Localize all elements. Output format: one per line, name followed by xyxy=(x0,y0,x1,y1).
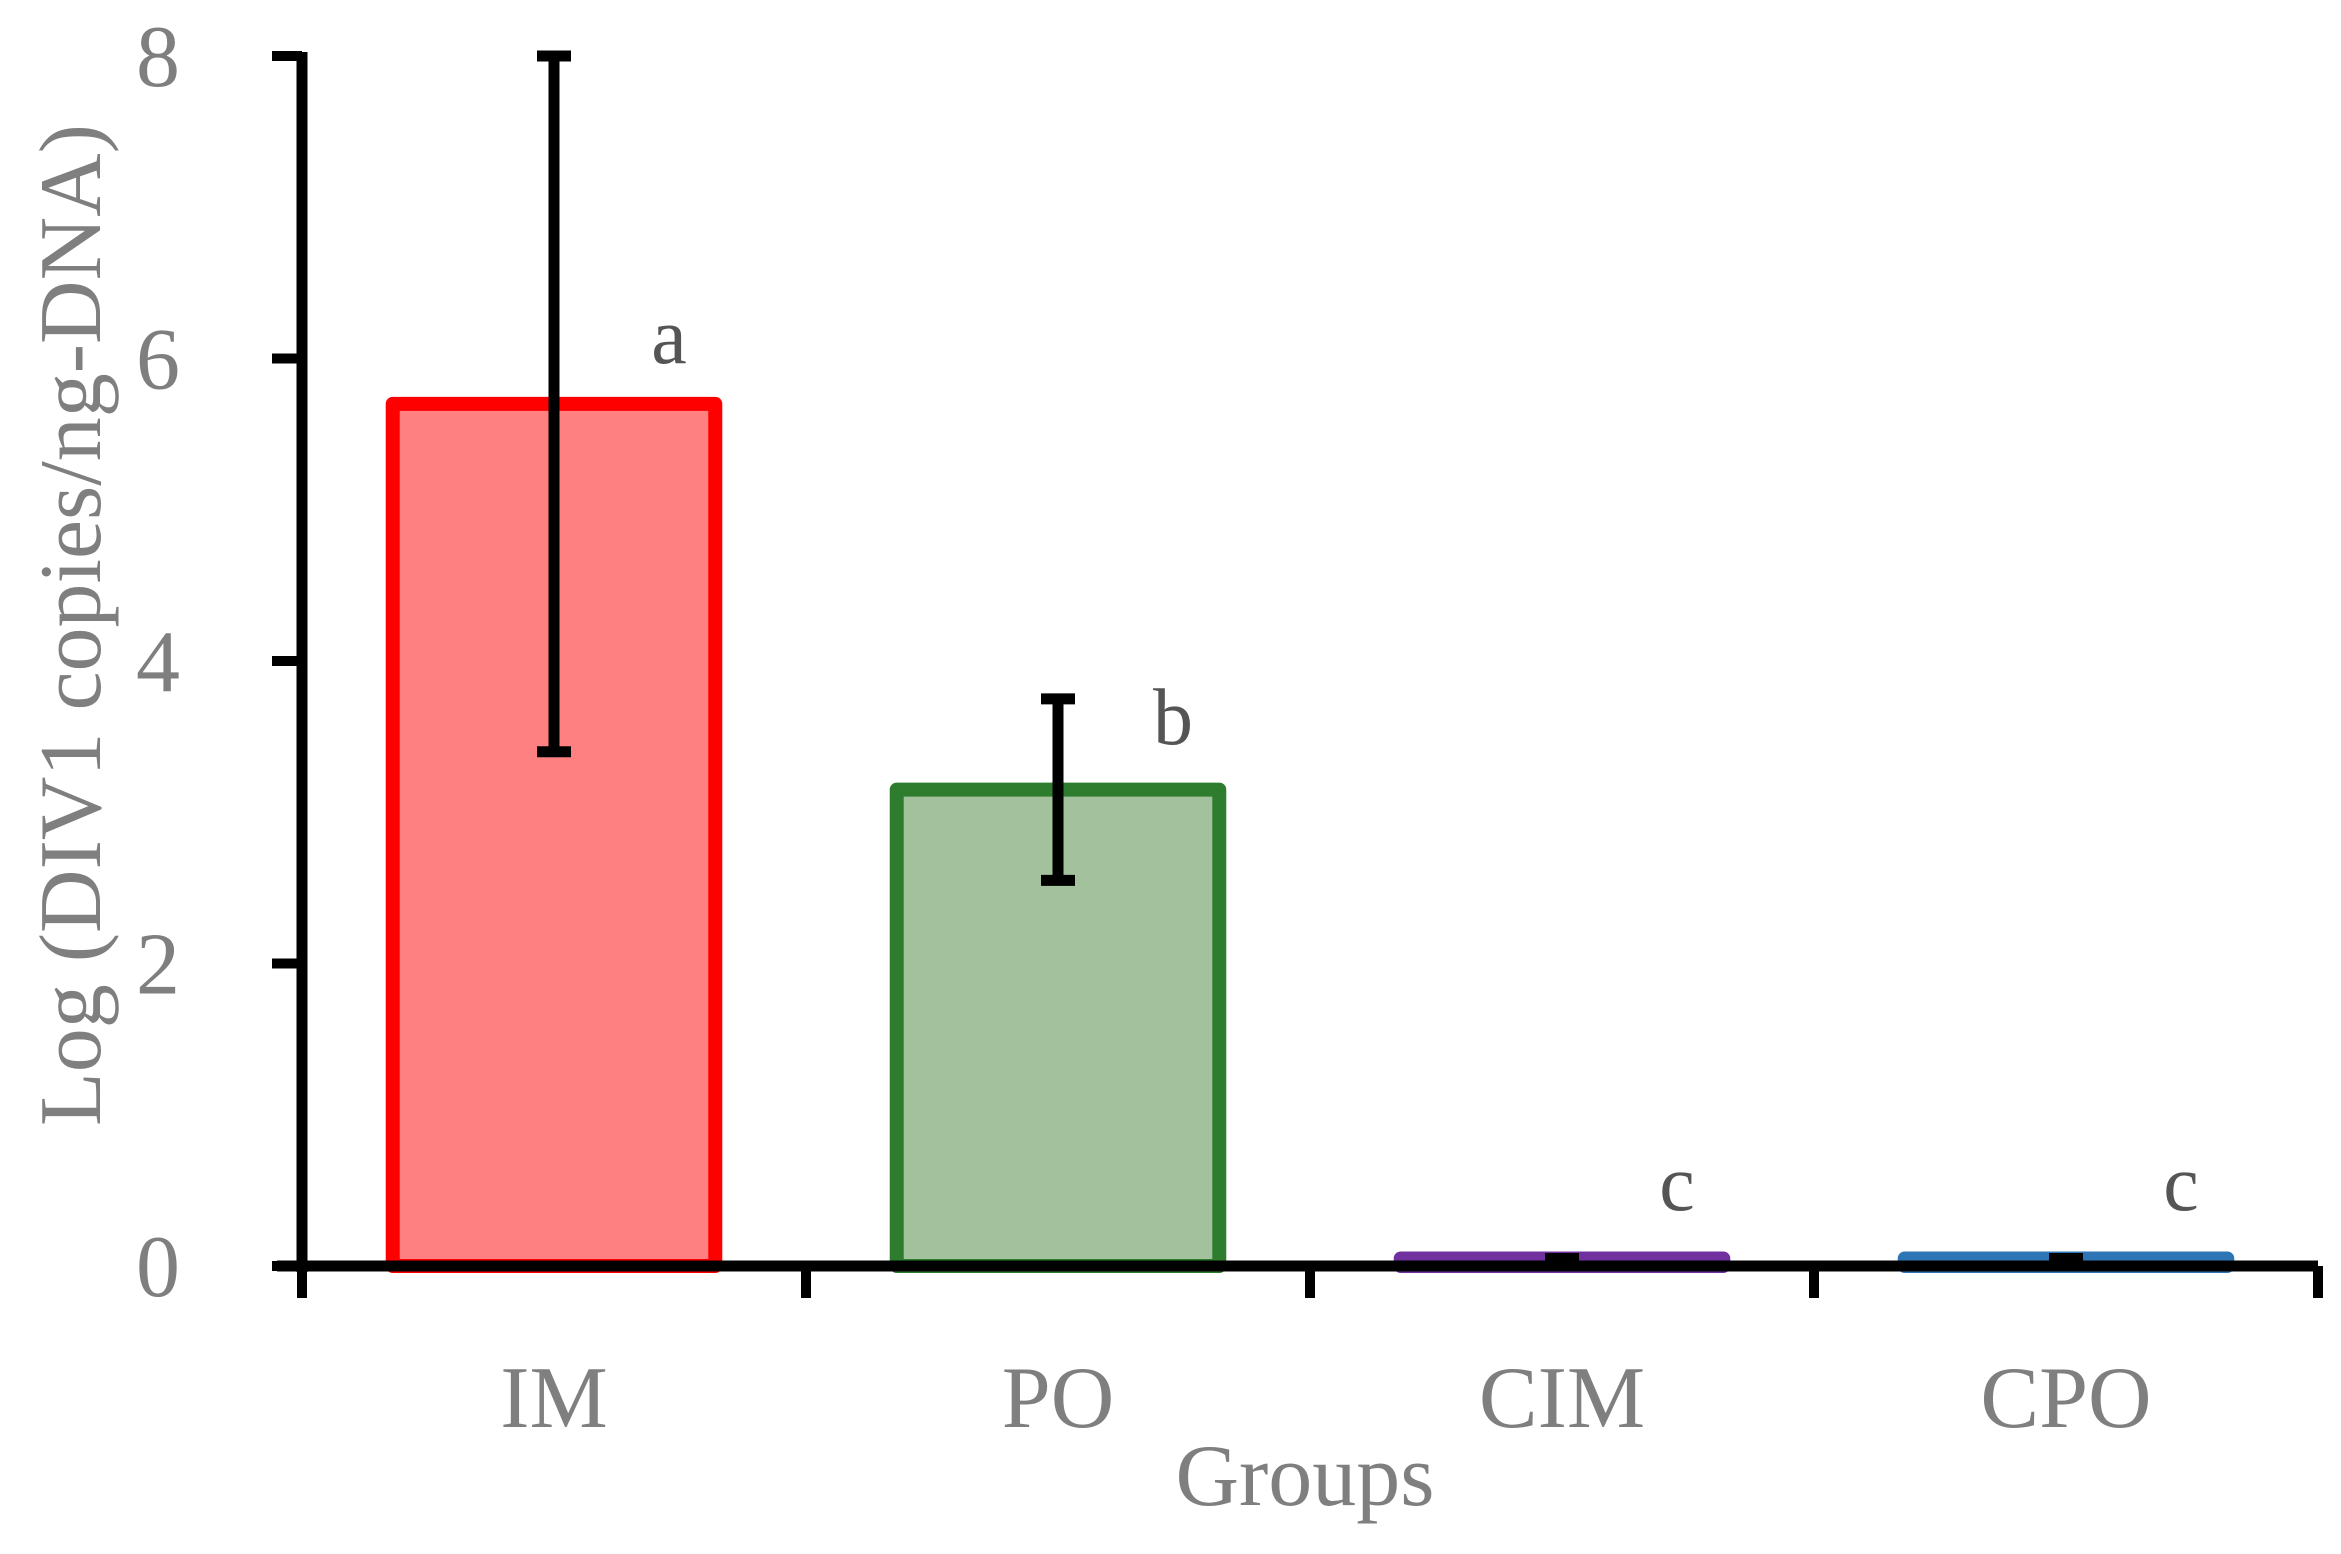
significance-label-po: b xyxy=(1153,674,1193,762)
significance-label-cim: c xyxy=(1659,1140,1695,1228)
significance-label-cpo: c xyxy=(2163,1140,2199,1228)
x-tick-label-po: PO xyxy=(1002,1350,1115,1447)
x-tick-label-im: IM xyxy=(500,1350,608,1447)
y-tick-label: 8 xyxy=(136,9,180,106)
ticks-layer xyxy=(272,51,2323,1298)
error-bar-im xyxy=(537,50,571,758)
labels-layer: 0 2 4 6 8 a IM b PO c CIM c CPO xyxy=(136,9,2199,1447)
y-tick-label: 0 xyxy=(136,1219,180,1316)
bars-layer xyxy=(385,396,2235,1273)
significance-label-im: a xyxy=(651,293,687,381)
y-tick-label: 4 xyxy=(136,614,180,711)
x-axis-title: Groups xyxy=(1175,1428,1434,1525)
x-tick-label-cim: CIM xyxy=(1479,1350,1645,1447)
y-axis-title: Log (DIV1 copies/ng-DNA) xyxy=(23,124,120,1126)
error-bar-po xyxy=(1041,693,1075,886)
y-tick-label: 6 xyxy=(136,312,180,409)
error-bars-layer xyxy=(537,50,2083,1264)
x-tick-label-cpo: CPO xyxy=(1980,1350,2151,1447)
y-tick-label: 2 xyxy=(136,917,180,1014)
